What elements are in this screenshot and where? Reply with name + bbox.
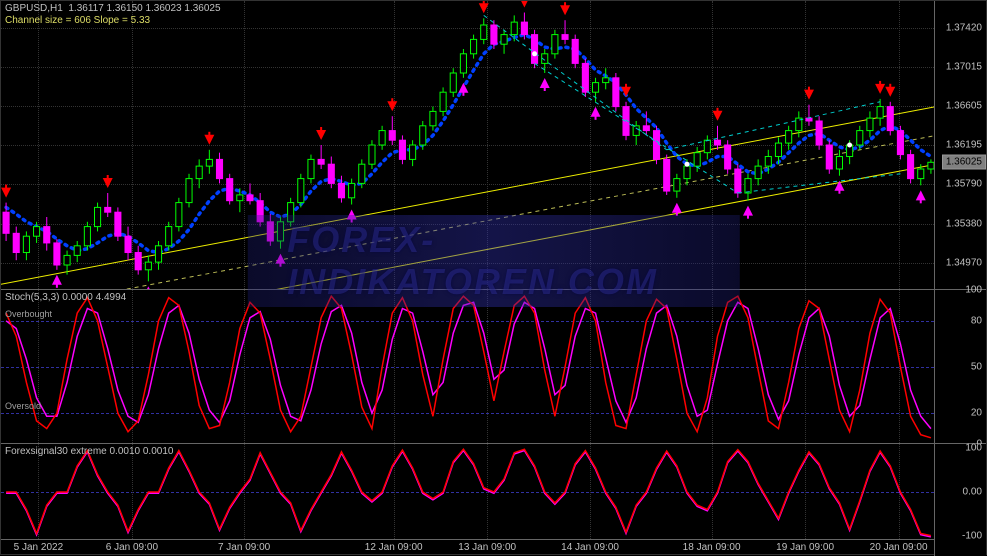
time-label: 20 Jan 09:00 [870,542,928,553]
symbol-label: GBPUSD,H1 [5,3,63,14]
fs30-label: Forexsignal30 extreme 0.0010 0.0010 [5,446,173,457]
price-pane[interactable]: 1.374201.370151.366051.361951.357901.353… [1,1,986,289]
time-label: 6 Jan 09:00 [106,542,158,553]
time-label: 13 Jan 09:00 [458,542,516,553]
last-price-box: 1.36025 [942,154,986,169]
overbought-label: Overbought [5,309,52,319]
stoch-label: Stoch(5,3,3) 0.0000 4.4994 [5,292,126,303]
time-label: 14 Jan 09:00 [561,542,619,553]
oversold-label: Oversold [5,401,41,411]
time-label: 19 Jan 09:00 [776,542,834,553]
time-label: 7 Jan 09:00 [218,542,270,553]
time-label: 5 Jan 2022 [14,542,64,553]
time-axis: 5 Jan 2022 6 Jan 09:00 7 Jan 09:00 12 Jan 0… [1,539,934,556]
stochastic-pane[interactable]: 1008050200Stoch(5,3,3) 0.0000 4.4994Over… [1,289,986,443]
time-label: 18 Jan 09:00 [683,542,741,553]
channel-label: Channel size = 606 Slope = 5.33 [5,15,150,26]
time-label: 12 Jan 09:00 [365,542,423,553]
fs30-pane[interactable]: 1000.00-100Forexsignal30 extreme 0.0010 … [1,443,986,539]
ohlc-label: 1.36117 1.36150 1.36023 1.36025 [68,3,220,14]
